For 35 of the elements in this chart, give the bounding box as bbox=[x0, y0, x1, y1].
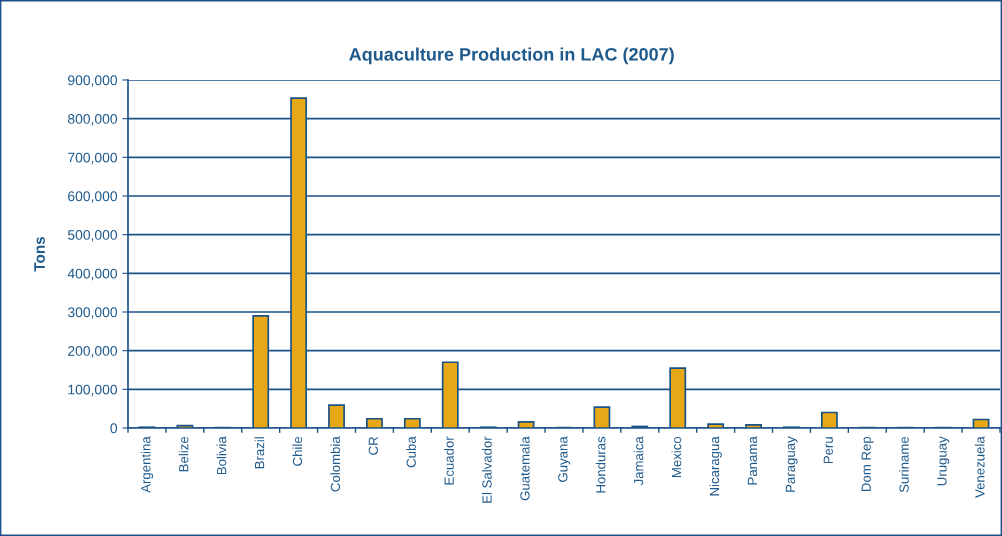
x-tick-label: Brazil bbox=[254, 437, 265, 469]
y-tick-label: 500,000 bbox=[67, 230, 118, 242]
y-tick-label: 400,000 bbox=[67, 268, 118, 281]
x-tick-label: Venezuela bbox=[974, 436, 985, 498]
x-tick-label: Colombia bbox=[330, 436, 341, 492]
y-tick-label: 100,000 bbox=[68, 384, 118, 397]
x-tick-label: CR bbox=[368, 436, 378, 455]
x-tick-label: Chile bbox=[292, 436, 303, 466]
x-tick-label: Honduras bbox=[595, 436, 606, 493]
y-tick-label: 300,000 bbox=[67, 307, 118, 319]
x-tick-label: Cuba bbox=[406, 436, 416, 468]
x-tick-label: Guatemala bbox=[519, 436, 530, 501]
x-tick-label: Paraguay bbox=[785, 436, 798, 492]
y-tick-label: 900,000 bbox=[68, 75, 118, 87]
x-tick-label: Uruguay bbox=[937, 436, 950, 486]
y-tick-label: 200,000 bbox=[68, 346, 118, 358]
x-tick-label: Argentina bbox=[140, 436, 154, 493]
x-tick-label: Dom Rep bbox=[861, 436, 874, 491]
y-tick-label: 700,000 bbox=[68, 152, 118, 165]
y-tick-label: 800,000 bbox=[67, 114, 118, 126]
y-axis-title: Tons bbox=[34, 236, 45, 272]
x-tick-label: Mexico bbox=[671, 436, 682, 478]
x-tick-label: Ecuador bbox=[444, 436, 454, 485]
x-tick-label: Panama bbox=[747, 436, 758, 485]
x-tick-label: Peru bbox=[823, 437, 833, 464]
y-tick-label: 0 bbox=[110, 423, 118, 434]
x-tick-label: Bolivia bbox=[216, 436, 227, 475]
y-tick-label: 600,000 bbox=[68, 191, 118, 203]
chart-title: Aquaculture Production in LAC (2007) bbox=[349, 47, 674, 65]
x-tick-label: Suriname bbox=[899, 436, 909, 493]
x-tick-label: Nicaragua bbox=[709, 436, 722, 496]
x-tick-label: Jamaica bbox=[633, 436, 644, 486]
x-tick-label: Guyana bbox=[558, 436, 571, 482]
x-tick-label: Belize bbox=[178, 436, 189, 472]
x-tick-label: El Salvador bbox=[482, 436, 492, 503]
